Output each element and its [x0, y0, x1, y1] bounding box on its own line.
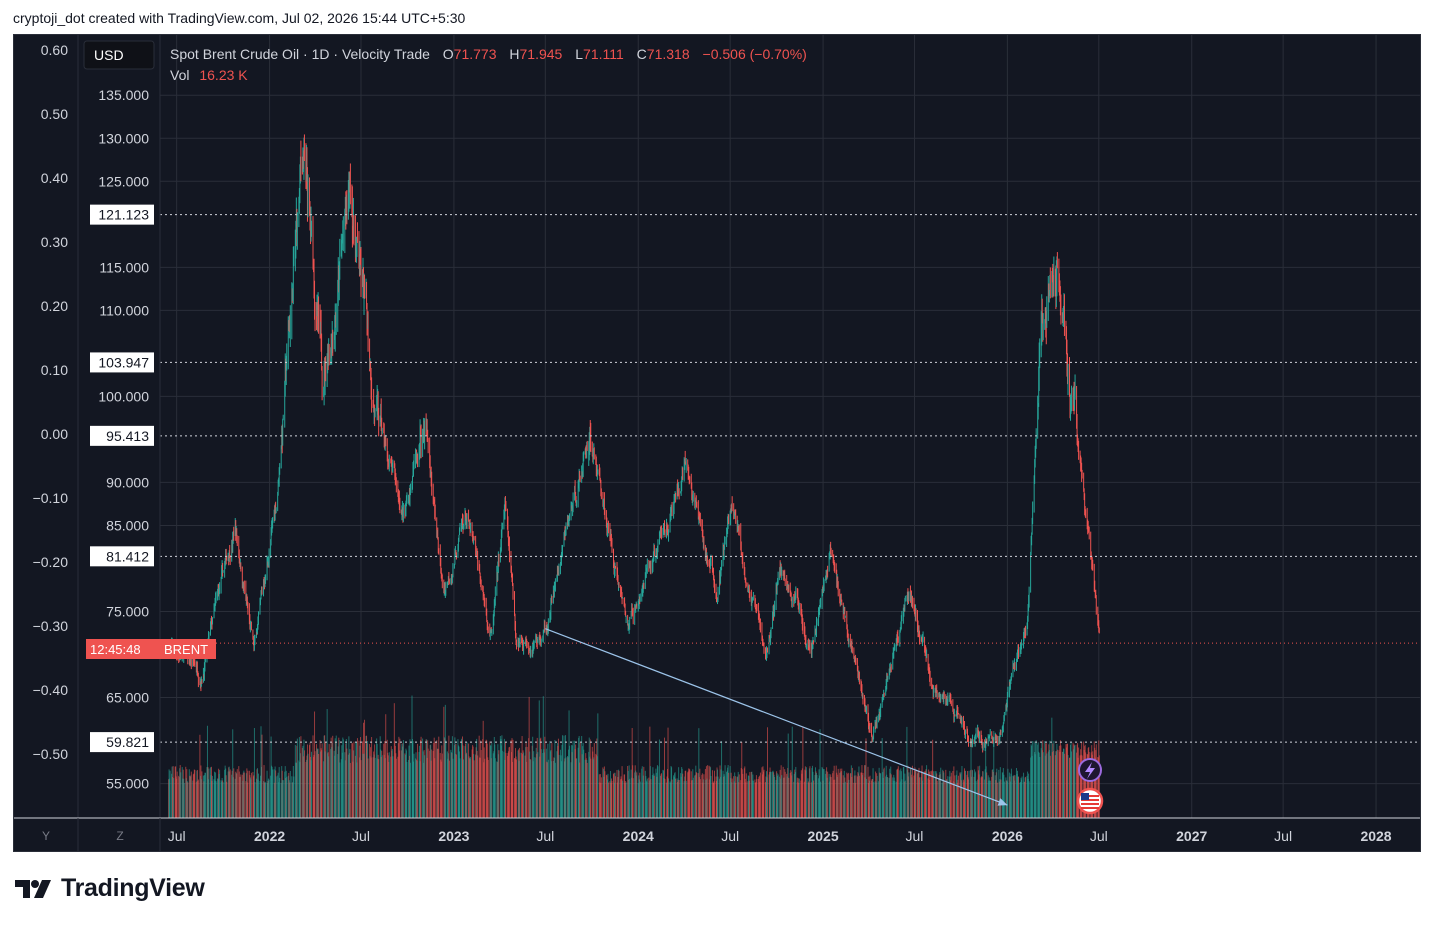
- time-tick-label: Jul: [906, 828, 924, 844]
- price-level-label: 121.123: [98, 207, 149, 223]
- trend-line[interactable]: [545, 628, 1008, 806]
- price-level-label-bg: [90, 204, 154, 225]
- symbol-title: Spot Brent Crude Oil · 1D · Velocity Tra…: [170, 46, 430, 62]
- left-axis-tick-label: 0.60: [41, 42, 68, 58]
- horizontal-levels: [160, 214, 1420, 743]
- left-axis-ticks: 0.60 0.50 0.40 0.30 0.20 0.10 0.00 −0.10 −0.20 −0…: [33, 42, 69, 762]
- change-value: −0.506 (−0.70%): [703, 46, 807, 62]
- price-tick-label: 90.000: [106, 474, 149, 490]
- price-tick-label: 115.000: [99, 259, 149, 275]
- price-level-label: 81.412: [106, 548, 149, 564]
- left-axis-tick-label: 0.10: [41, 362, 68, 378]
- volume-legend: Vol 16.23 K: [170, 67, 248, 83]
- lightning-event-icon[interactable]: [1078, 758, 1102, 782]
- price-axis-scale-button[interactable]: Z: [116, 829, 123, 843]
- last-price-label-bg: [86, 639, 216, 659]
- left-axis-tick-label: 0.20: [41, 298, 68, 314]
- time-tick-label: Jul: [1274, 828, 1292, 844]
- time-tick-label: 2027: [1176, 828, 1207, 844]
- time-tick-label: 2025: [807, 828, 838, 844]
- price-tick-label: 130.000: [98, 130, 149, 146]
- time-axis-bg: [14, 818, 1420, 851]
- currency-button-bg[interactable]: [83, 40, 155, 70]
- time-tick-label: 2026: [992, 828, 1023, 844]
- time-tick-label: 2022: [254, 828, 285, 844]
- volume-bars: [168, 695, 1100, 818]
- chart-panel[interactable]: 0.60 0.50 0.40 0.30 0.20 0.10 0.00 −0.10 −0.20 −0…: [13, 34, 1421, 852]
- price-chart[interactable]: 0.60 0.50 0.40 0.30 0.20 0.10 0.00 −0.10 −0.20 −0…: [14, 35, 1421, 852]
- close-label: C: [637, 46, 647, 62]
- price-tick-label: 110.000: [99, 302, 149, 318]
- trend-line-arrowhead: [997, 798, 1008, 806]
- ohlc-legend: Spot Brent Crude Oil · 1D · Velocity Tra…: [170, 46, 807, 62]
- left-axis-scale-button[interactable]: Y: [42, 829, 50, 843]
- price-axis-ticks: 55.000 65.000 75.000 85.000 90.000 100.000 110…: [98, 87, 149, 791]
- currency-button[interactable]: USD: [94, 47, 124, 63]
- chart-caption: cryptoji_dot created with TradingView.co…: [13, 10, 466, 26]
- left-axis-tick-label: −0.50: [33, 746, 69, 762]
- volume-label: Vol: [170, 67, 189, 83]
- price-level-label-bg: [90, 352, 154, 373]
- price-tick-label: 85.000: [106, 517, 149, 533]
- left-axis-tick-label: −0.20: [33, 554, 69, 570]
- ticker-label: BRENT: [164, 642, 208, 657]
- time-tick-label: Jul: [352, 828, 370, 844]
- close-value: 71.318: [647, 46, 690, 62]
- us-flag-event-icon[interactable]: [1076, 787, 1104, 815]
- left-axis-bg: [14, 35, 78, 851]
- time-tick-label: Jul: [168, 828, 186, 844]
- countdown-label: 12:45:48: [90, 642, 141, 657]
- price-level-label: 95.413: [106, 428, 149, 444]
- tradingview-logo[interactable]: TradingView: [15, 874, 205, 903]
- left-axis-tick-label: 0.40: [41, 170, 68, 186]
- price-tick-label: 75.000: [106, 603, 149, 619]
- price-level-label-bg: [90, 546, 154, 567]
- time-tick-label: 2024: [623, 828, 654, 844]
- low-value: 71.111: [583, 46, 624, 62]
- left-axis-tick-label: −0.40: [33, 682, 69, 698]
- candlestick-series: [168, 134, 1100, 753]
- time-tick-label: Jul: [1090, 828, 1108, 844]
- open-value: 71.773: [454, 46, 497, 62]
- time-tick-label: 2028: [1360, 828, 1391, 844]
- high-value: 71.945: [520, 46, 563, 62]
- level-labels: 121.123 103.947 95.413 81.412 59.821: [90, 204, 154, 753]
- price-level-label: 103.947: [98, 354, 149, 370]
- high-label: H: [509, 46, 519, 62]
- left-axis-tick-label: −0.30: [33, 618, 69, 634]
- left-axis-tick-label: 0.50: [41, 106, 68, 122]
- price-level-label-bg: [90, 425, 154, 446]
- open-label: O: [443, 46, 454, 62]
- time-tick-label: Jul: [536, 828, 554, 844]
- time-tick-label: 2023: [438, 828, 469, 844]
- left-axis-tick-label: 0.00: [41, 426, 68, 442]
- tradingview-logo-icon: [15, 879, 51, 898]
- price-level-label-bg: [90, 732, 154, 753]
- left-axis-tick-label: −0.10: [33, 490, 69, 506]
- price-level-label: 59.821: [106, 734, 149, 750]
- price-tick-label: 100.000: [98, 388, 149, 404]
- tradingview-wordmark: TradingView: [61, 874, 205, 902]
- left-axis-tick-label: 0.30: [41, 234, 68, 250]
- grid-lines: [160, 35, 1420, 818]
- price-tick-label: 135.000: [98, 87, 149, 103]
- low-label: L: [575, 46, 583, 62]
- price-tick-label: 125.000: [98, 173, 149, 189]
- volume-value: 16.23 K: [199, 67, 248, 83]
- price-tick-label: 55.000: [106, 776, 149, 792]
- price-tick-label: 65.000: [106, 690, 149, 706]
- time-axis-ticks: Jul 2022 Jul 2023 Jul 2024 Jul 2025 Jul 2026 Jul 20…: [168, 828, 1392, 844]
- time-tick-label: Jul: [721, 828, 739, 844]
